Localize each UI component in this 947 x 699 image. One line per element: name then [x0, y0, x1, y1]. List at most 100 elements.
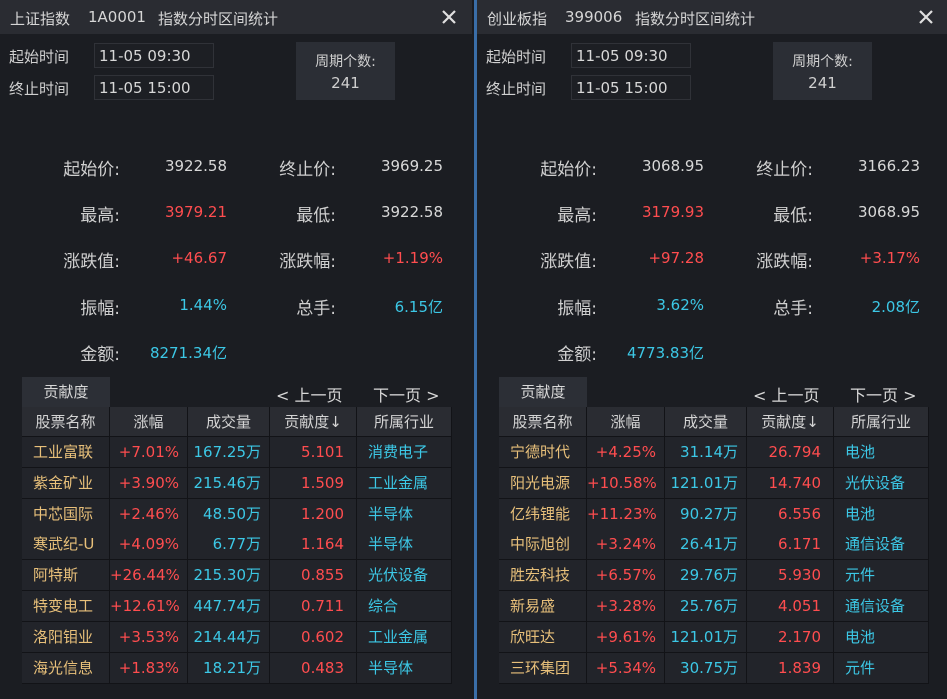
next-page[interactable]: 下一页 >: [373, 386, 440, 405]
contribution: 1.164: [270, 529, 357, 561]
industry: 电池: [834, 498, 929, 530]
stat-value: 1.44%: [179, 295, 227, 314]
industry: 工业金属: [357, 621, 452, 653]
stat-label: 涨跌幅:: [756, 252, 813, 273]
period-value: 241: [808, 74, 837, 92]
volume: 30.75万: [665, 652, 747, 684]
table-header: 股票名称: [499, 407, 587, 437]
stat-value: 3068.95: [857, 203, 920, 222]
close-x[interactable]: [442, 10, 456, 24]
stock-name: 胜宏科技: [499, 560, 587, 592]
stock-name: 中际旭创: [499, 529, 587, 561]
stat-label: 最高:: [80, 206, 120, 227]
change-pct: +12.61%: [110, 591, 188, 622]
contribution: 5.930: [747, 560, 834, 592]
end-time-label: 终止时间: [486, 80, 547, 98]
industry: 电池: [834, 621, 929, 653]
stat-label: 涨跌值:: [540, 252, 597, 273]
index-code: 1A0001: [88, 8, 146, 26]
stat-label: 总手:: [296, 298, 336, 319]
prev-page[interactable]: < 上一页: [753, 386, 820, 405]
period-value: 241: [331, 74, 360, 92]
end-time: 11-05 15:00: [571, 75, 691, 100]
stock-name: 洛阳钼业: [22, 621, 110, 653]
stat-label: 涨跌幅:: [279, 252, 336, 273]
index-code: 399006: [565, 8, 623, 26]
volume: 29.76万: [665, 560, 747, 592]
stat-value: +3.17%: [859, 249, 920, 268]
contribution: 0.855: [270, 560, 357, 592]
close-button[interactable]: [915, 6, 937, 28]
change-pct: +5.34%: [587, 652, 665, 684]
industry: 消费电子: [357, 437, 452, 468]
volume: 121.01万: [665, 621, 747, 653]
index-name: 上证指数: [10, 10, 71, 28]
stat-label: 最低:: [296, 206, 336, 227]
industry: 半导体: [357, 529, 452, 561]
table-header: 所属行业: [834, 407, 929, 437]
stat-label: 起始价:: [540, 160, 597, 180]
close-icon[interactable]: [438, 6, 460, 28]
stat-label: 总手:: [773, 298, 813, 319]
title-bar: [0, 0, 472, 34]
industry: 半导体: [357, 652, 452, 684]
industry: 光伏设备: [834, 467, 929, 499]
industry: 元件: [834, 560, 929, 592]
table-header: 成交量: [188, 407, 270, 437]
contribution: 0.602: [270, 621, 357, 653]
stock-name: 阳光电源: [499, 467, 587, 499]
stat-value: 3979.21: [164, 203, 227, 222]
contribution: 6.171: [747, 529, 834, 561]
industry: 通信设备: [834, 591, 929, 622]
change-pct: +9.61%: [587, 621, 665, 653]
stock-name: 新易盛: [499, 591, 587, 622]
table-header: 成交量: [665, 407, 747, 437]
close-icon[interactable]: [915, 6, 937, 28]
contribution: 1.839: [747, 652, 834, 684]
stat-value: 8271.34亿: [149, 343, 227, 362]
stock-name: 欣旺达: [499, 621, 587, 653]
change-pct: +6.57%: [587, 560, 665, 592]
industry: 光伏设备: [357, 560, 452, 592]
stat-label: 金额:: [80, 344, 120, 365]
stat-value: 4773.83亿: [626, 343, 704, 362]
table-tab: 贡献度: [499, 377, 587, 407]
table-header: 股票名称: [22, 407, 110, 437]
stat-value: 3922.58: [380, 203, 443, 222]
contribution: 26.794: [747, 437, 834, 468]
table-header: 涨幅: [587, 407, 665, 437]
industry: 元件: [834, 652, 929, 684]
period-label: 周期个数:: [792, 54, 853, 70]
change-pct: +7.01%: [110, 437, 188, 468]
volume: 18.21万: [188, 652, 270, 684]
start-time: 11-05 09:30: [571, 43, 691, 68]
stat-value: 3179.93: [641, 203, 704, 222]
start-time: 11-05 09:30: [94, 43, 214, 68]
change-pct: +3.24%: [587, 529, 665, 561]
contribution: 1.200: [270, 498, 357, 530]
volume: 90.27万: [665, 498, 747, 530]
contribution: 1.509: [270, 467, 357, 499]
volume: 214.44万: [188, 621, 270, 653]
divider: [474, 0, 477, 699]
volume: 25.76万: [665, 591, 747, 622]
index-name: 创业板指: [487, 10, 548, 28]
next-page[interactable]: 下一页 >: [850, 386, 917, 405]
stock-name: 宁德时代: [499, 437, 587, 468]
close-button[interactable]: [438, 6, 460, 28]
table-header: 贡献度↓: [270, 407, 357, 437]
contribution: 4.051: [747, 591, 834, 622]
stat-value: +46.67: [171, 249, 227, 268]
change-pct: +26.44%: [110, 560, 188, 592]
period-box: [296, 42, 395, 100]
contribution: 0.711: [270, 591, 357, 622]
stat-label: 终止价:: [279, 160, 336, 180]
stock-name: 阿特斯: [22, 560, 110, 592]
stat-label: 最低:: [773, 206, 813, 227]
change-pct: +11.23%: [587, 498, 665, 530]
prev-page[interactable]: < 上一页: [276, 386, 343, 405]
stat-value: +1.19%: [382, 249, 443, 268]
close-x[interactable]: [919, 10, 933, 24]
change-pct: +4.09%: [110, 529, 188, 561]
